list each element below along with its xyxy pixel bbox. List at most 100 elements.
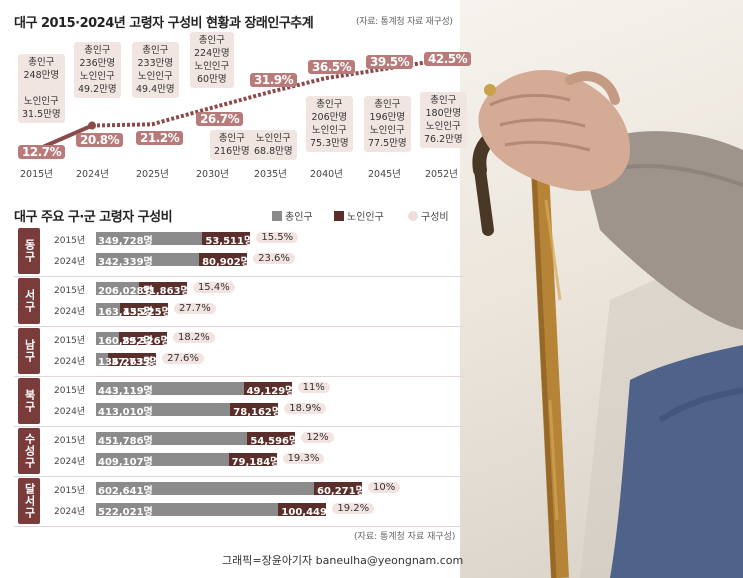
annotation-line: 248만명 [23, 70, 60, 81]
elder-label: 54,596명 [250, 436, 299, 447]
district-source: (자료: 통계청 자료 재구성) [354, 532, 456, 542]
annotation-line: 60만명 [197, 74, 227, 85]
bar-elder [118, 332, 167, 345]
ratio-label: 19.3% [282, 453, 325, 464]
projection-pct-label: 42.5% [424, 52, 472, 66]
district-group: 동구 2015년 349,728명 53,511명 15.5% 2024년 342,339명… [14, 228, 464, 277]
legend-swatch [272, 210, 282, 221]
annotation-line: 총인구 [374, 99, 401, 110]
district-group: 수성구 2015년 451,786명 54,596명 12% 2024년 409,107명 7… [14, 428, 464, 477]
annotation-line: 노인인구 [194, 61, 230, 72]
annotation-line: 77.5만명 [368, 138, 407, 149]
bar-elder [243, 382, 292, 395]
annotation-line: 총인구 [142, 45, 169, 56]
projection-pct-label: 12.7% [18, 145, 66, 159]
projection-year-label: 2035년 [254, 169, 287, 180]
annotation-line: 236만명 [79, 58, 116, 69]
projection-year-label: 2024년 [76, 169, 109, 180]
elder-label: 29,326명 [121, 336, 170, 347]
ratio-label: 10% [368, 482, 401, 493]
projection-annotation: 노인인구 68.8만명 [250, 130, 297, 160]
annotation-line: 총인구 [28, 57, 55, 68]
annotation-line: 31.5만명 [22, 109, 61, 120]
ratio-label: 15.4% [192, 282, 235, 293]
annotation-line: 206만명 [311, 112, 348, 123]
legend-label: 구성비 [421, 212, 449, 223]
total-label: 206,028명 [98, 286, 153, 297]
projection-year-label: 2030년 [196, 169, 229, 180]
bar-total [96, 482, 362, 495]
total-label: 413,010명 [98, 407, 153, 418]
district-name: 서구 [18, 278, 40, 324]
district-name: 남구 [18, 328, 40, 374]
elder-label: 45,225명 [123, 307, 171, 318]
annotation-line: 총인구 [198, 35, 225, 46]
district-name: 수성구 [18, 428, 40, 474]
district-name: 달서구 [18, 478, 40, 524]
projection-annotation: 총인구 233만명 노인인구 49.4만명 [132, 42, 179, 98]
annotation-line: 233만명 [137, 58, 174, 69]
bar-elder [138, 282, 187, 295]
ratio-label: 15.5% [256, 232, 299, 243]
projection-point [88, 121, 96, 130]
elder-label: 60,271명 [317, 486, 365, 497]
annotation-line: 180만명 [425, 108, 462, 119]
projection-pct-label: 39.5% [366, 55, 414, 69]
legend-swatch [334, 210, 344, 221]
row-year: 2015년 [54, 336, 86, 346]
legend-item: 총인구 [272, 208, 313, 223]
annotation-line: 총인구 [430, 95, 457, 106]
projection-year-label: 2045년 [368, 169, 401, 180]
total-label: 160,852명 [98, 336, 153, 347]
total-label: 602,641명 [98, 486, 153, 497]
ratio-label: 11% [297, 382, 330, 393]
elder-label: 79,184명 [231, 457, 280, 468]
legend-label: 노인인구 [347, 212, 384, 223]
projection-year-label: 2040년 [310, 169, 343, 180]
annotation-line: 75.3만명 [310, 138, 349, 149]
district-chart: 대구 주요 구·군 고령자 구성비 총인구 노인인구 구성비 동구 2015년 349,… [0, 200, 465, 545]
row-year: 2024년 [54, 407, 86, 417]
elder-label: 31,863명 [141, 286, 190, 297]
total-label: 451,786명 [98, 436, 153, 447]
projection-year-label: 2015년 [20, 169, 53, 180]
bar-total [96, 382, 292, 395]
district-name: 북구 [18, 378, 40, 424]
row-year: 2024년 [54, 307, 86, 317]
projection-line-svg [32, 56, 445, 154]
elder-label: 37,735명 [111, 357, 159, 368]
legend-swatch [408, 210, 418, 221]
projection-annotation: 총인구 206만명 노인인구 75.3만명 [306, 96, 353, 152]
total-label: 443,119명 [98, 386, 153, 397]
projection-line-dotted [91, 58, 442, 128]
annotation-line: 224만명 [194, 48, 230, 59]
annotation-line: 총인구 [218, 133, 245, 144]
ratio-label: 18.9% [284, 403, 327, 414]
annotation-line: 49.2만명 [78, 84, 117, 95]
bar-elder [120, 303, 168, 316]
bar-elder [108, 353, 157, 366]
row-year: 2015년 [54, 236, 86, 246]
total-label: 522,021명 [98, 507, 153, 518]
annotation-line: 노인인구 [425, 121, 461, 132]
ratio-label: 27.6% [162, 353, 204, 364]
district-group: 달서구 2015년 602,641명 60,271명 10% 2024년 522,021명 1… [14, 478, 464, 527]
district-group: 남구 2015년 160,852명 29,326명 18.2% 2024년 136,263명… [14, 328, 464, 377]
bar-elder [228, 453, 277, 466]
ratio-label: 27.7% [174, 303, 216, 314]
annotation-line: 노인인구 [79, 71, 115, 82]
bar-elder [230, 403, 279, 416]
projection-annotation: 총인구 248만명 노인인구 31.5만명 [18, 54, 65, 123]
row-year: 2024년 [54, 257, 86, 267]
annotation-line: 노인인구 [369, 125, 405, 136]
bar-elder [247, 432, 296, 445]
bar-total [96, 432, 296, 445]
legend-label: 총인구 [285, 212, 313, 223]
total-label: 136,263명 [98, 357, 153, 368]
total-label: 163,135명 [98, 307, 153, 318]
projection-pct-label: 36.5% [308, 60, 356, 74]
annotation-line: 76.2만명 [424, 134, 463, 145]
elder-label: 80,902명 [202, 257, 250, 268]
projection-pct-label: 26.7% [196, 112, 244, 126]
